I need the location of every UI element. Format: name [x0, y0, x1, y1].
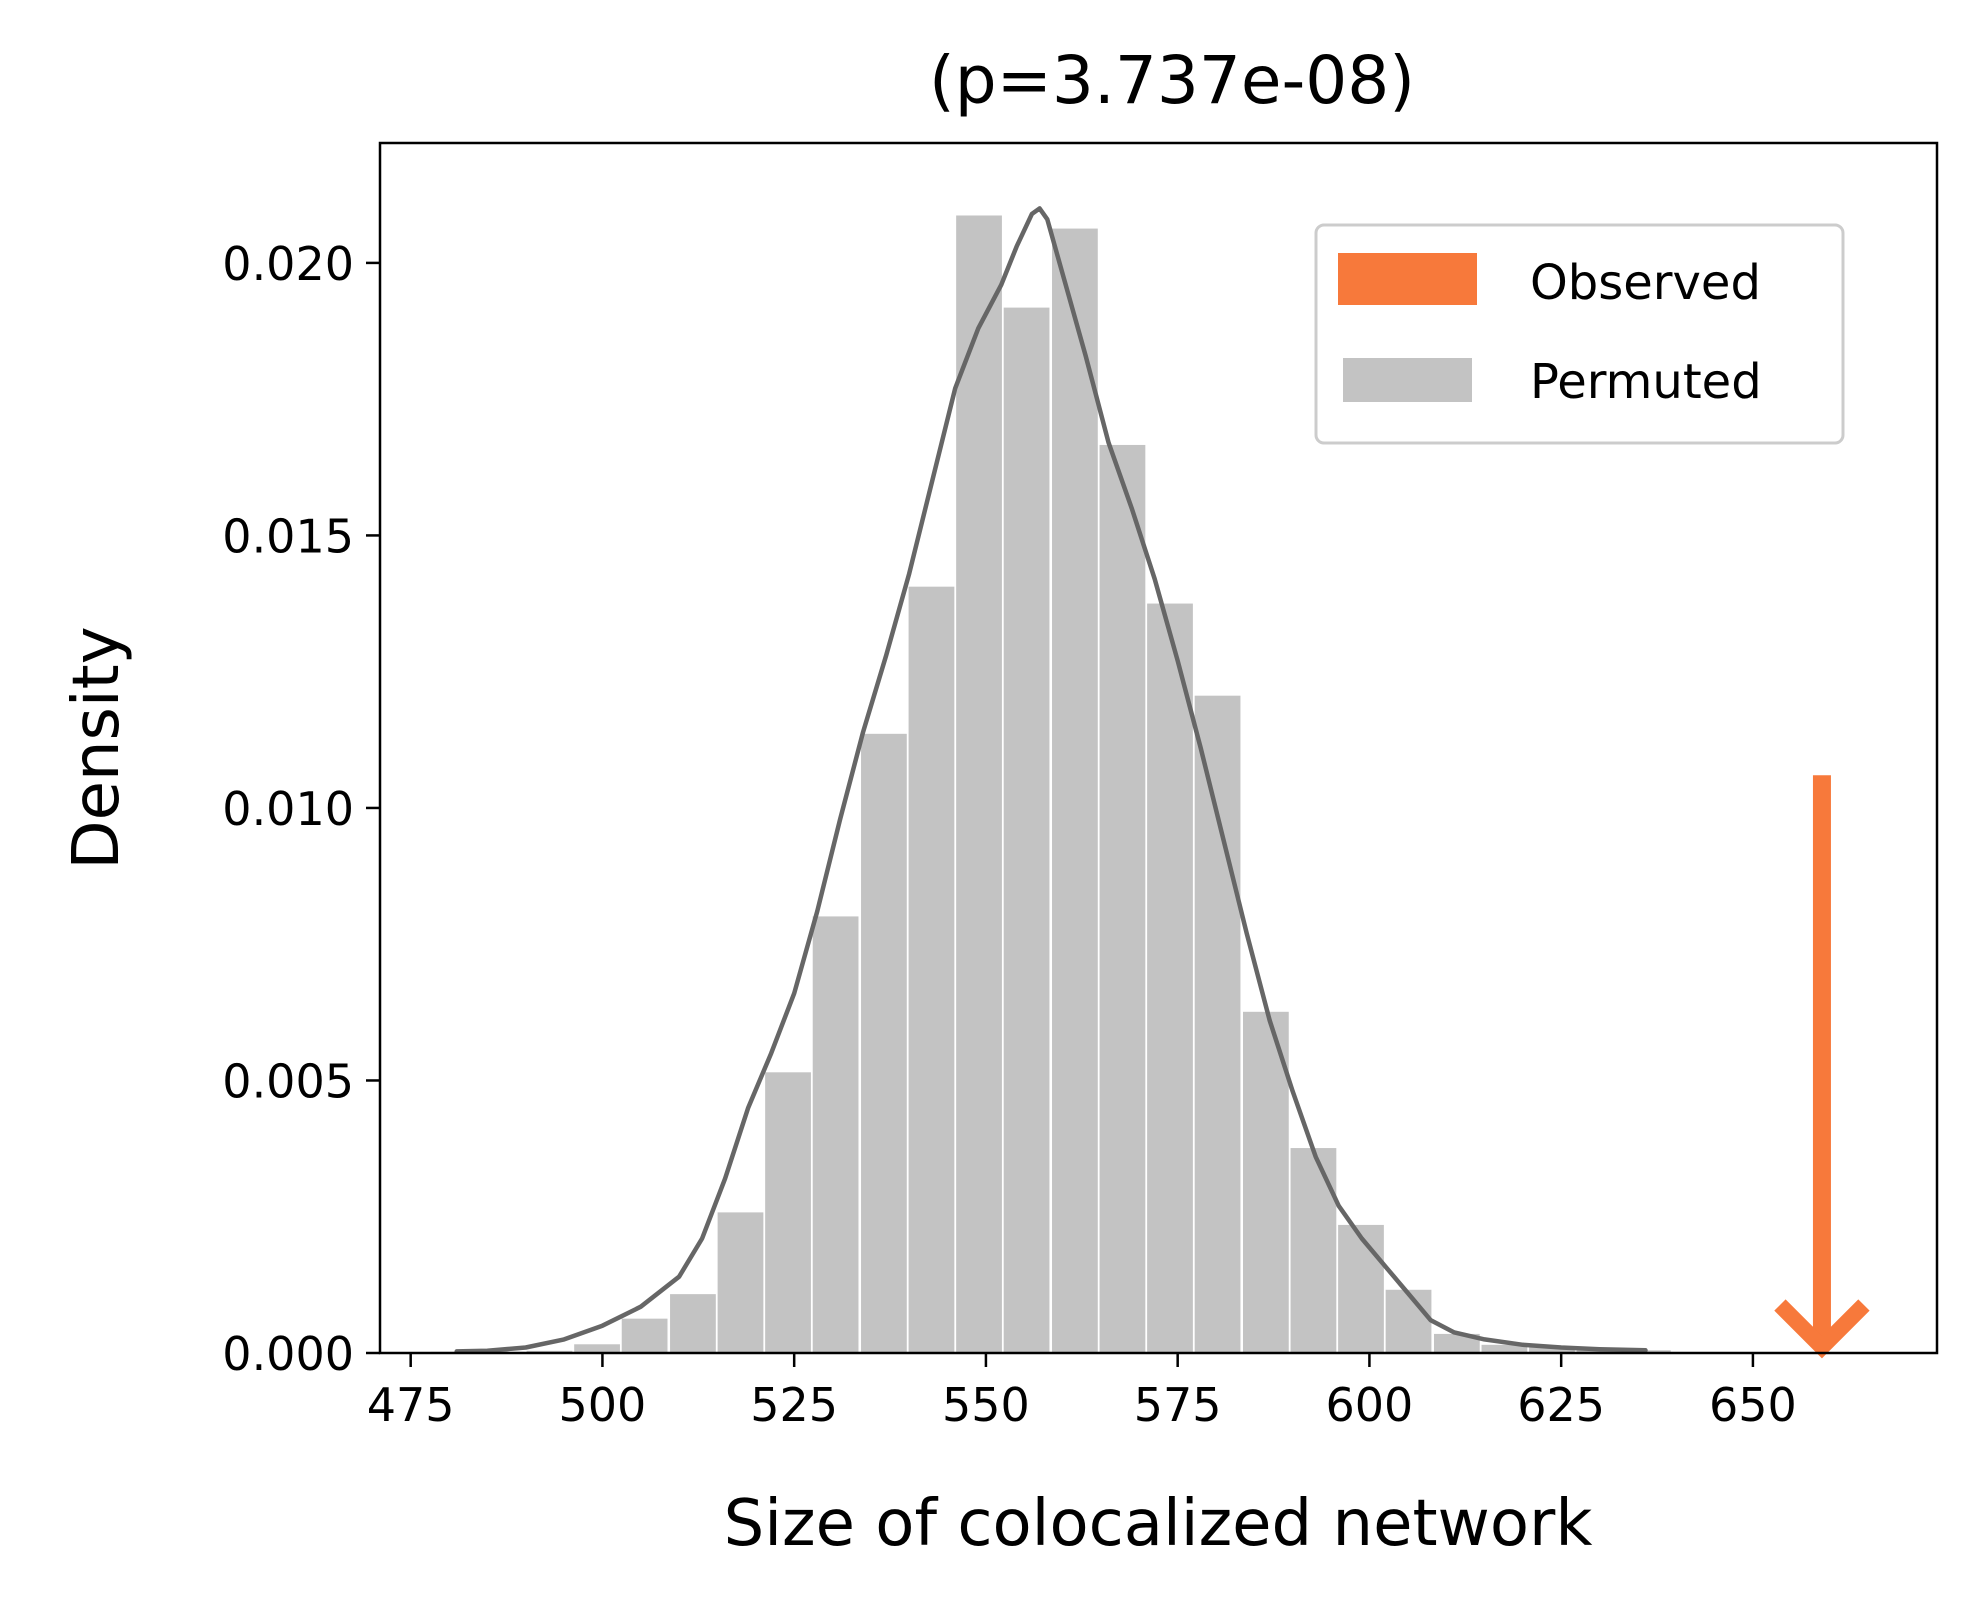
histogram-bar-5 [670, 1294, 716, 1353]
x-tick-label: 600 [1326, 1378, 1414, 1432]
histogram-bar-23 [1529, 1347, 1575, 1353]
histogram-bar-4 [621, 1318, 668, 1353]
x-axis-title: Size of colocalized network [724, 1487, 1593, 1561]
histogram-bar-15 [1147, 603, 1193, 1353]
histogram-bar-3 [574, 1344, 620, 1353]
x-tick-label: 525 [750, 1378, 838, 1432]
observed-arrow [1774, 775, 1870, 1359]
y-tick-label: 0.020 [222, 237, 354, 291]
legend-swatch-permuted [1343, 358, 1472, 402]
kde-line-group [454, 206, 1648, 1354]
histogram-bar-10 [908, 586, 955, 1353]
x-tick-label: 625 [1517, 1378, 1605, 1432]
kde-line [454, 206, 1648, 1354]
y-tick-label: 0.010 [222, 782, 354, 836]
y-axis-title: Density [60, 626, 134, 869]
histogram-bars [430, 215, 1671, 1354]
histogram-bar-19 [1338, 1224, 1384, 1353]
x-axis: 475 500 525 550 575 600 625 650 [367, 1353, 1797, 1432]
legend: Observed Permuted [1314, 223, 1845, 445]
histogram-bar-16 [1194, 695, 1241, 1353]
x-tick-label: 550 [942, 1378, 1030, 1432]
legend-label-permuted: Permuted [1530, 354, 1762, 410]
histogram-bar-7 [765, 1072, 811, 1353]
x-tick-label: 650 [1709, 1378, 1797, 1432]
y-tick-label: 0.005 [222, 1054, 354, 1108]
histogram-bar-17 [1243, 1011, 1289, 1353]
histogram-bar-12 [1003, 307, 1050, 1353]
histogram-bar-18 [1290, 1148, 1337, 1353]
histogram-bar-13 [1052, 228, 1098, 1354]
y-axis: 0.000 0.005 0.010 0.015 0.020 [222, 237, 380, 1381]
x-tick-label: 575 [1134, 1378, 1222, 1432]
histogram-bar-22 [1481, 1344, 1528, 1353]
histogram-bar-9 [861, 733, 907, 1353]
x-tick-label: 475 [367, 1378, 455, 1432]
histogram-bar-8 [812, 916, 859, 1353]
histogram-bar-21 [1433, 1333, 1480, 1353]
histogram-bar-6 [717, 1212, 764, 1353]
y-tick-label: 0.000 [222, 1327, 354, 1381]
legend-swatch-observed [1338, 253, 1477, 305]
histogram-bar-14 [1099, 444, 1146, 1353]
histogram-bar-25 [1624, 1350, 1671, 1353]
histogram-bar-11 [956, 215, 1002, 1354]
y-tick-label: 0.015 [222, 509, 354, 563]
x-tick-label: 500 [559, 1378, 647, 1432]
plot-frame [378, 141, 1939, 1355]
histogram-bar-20 [1385, 1289, 1432, 1353]
observed-arrow-head [1774, 1299, 1870, 1359]
legend-label-observed: Observed [1530, 255, 1761, 311]
chart-title: (p=3.737e-08) [929, 42, 1415, 119]
